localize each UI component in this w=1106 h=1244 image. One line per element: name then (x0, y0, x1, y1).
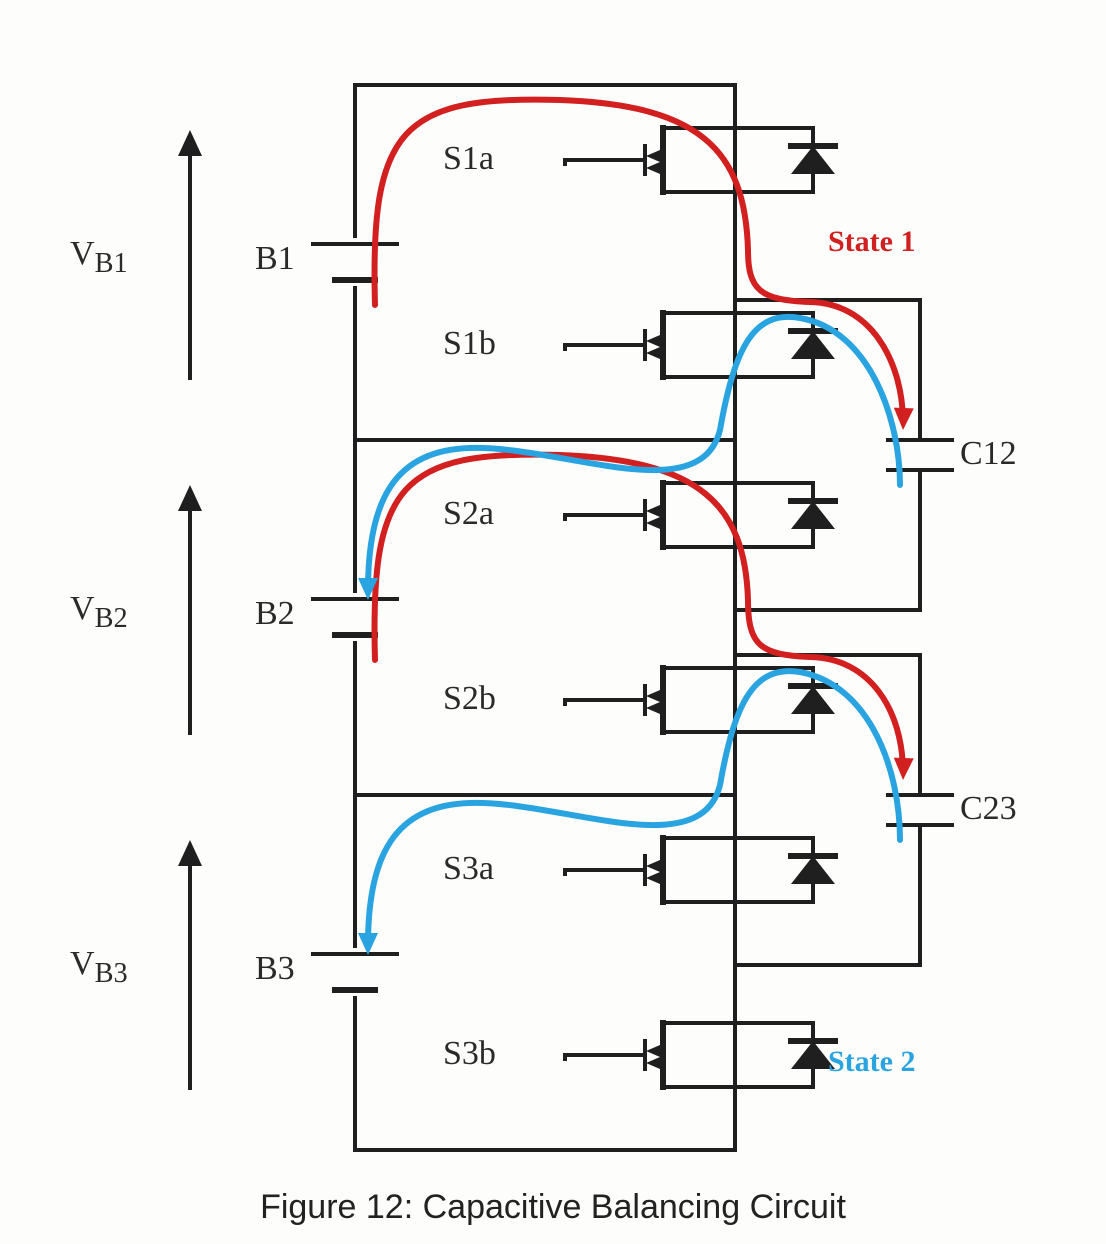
switch-label: S2b (443, 680, 496, 718)
battery-label: B1 (255, 240, 295, 278)
capacitor-label: C12 (960, 435, 1017, 473)
switch-label: S1a (443, 140, 494, 178)
switch-label: S3b (443, 1035, 496, 1073)
diagram-canvas: S1a S1b S2a S2b S3a S3b C12 C23 VB1 VB2 VB3 B1 B2 B3 S… (0, 0, 1106, 1244)
state-label: State 2 (828, 1045, 915, 1079)
circuit-svg (0, 0, 1106, 1244)
switch-label: S2a (443, 495, 494, 533)
figure-caption: Figure 12: Capacitive Balancing Circuit (0, 1188, 1106, 1227)
voltage-label: VB1 (70, 235, 128, 280)
switch-label: S1b (443, 325, 496, 363)
battery-label: B2 (255, 595, 295, 633)
voltage-label: VB2 (70, 590, 128, 635)
voltage-label: VB3 (70, 945, 128, 990)
state-label: State 1 (828, 225, 915, 259)
battery-label: B3 (255, 950, 295, 988)
capacitor-label: C23 (960, 790, 1017, 828)
switch-label: S3a (443, 850, 494, 888)
